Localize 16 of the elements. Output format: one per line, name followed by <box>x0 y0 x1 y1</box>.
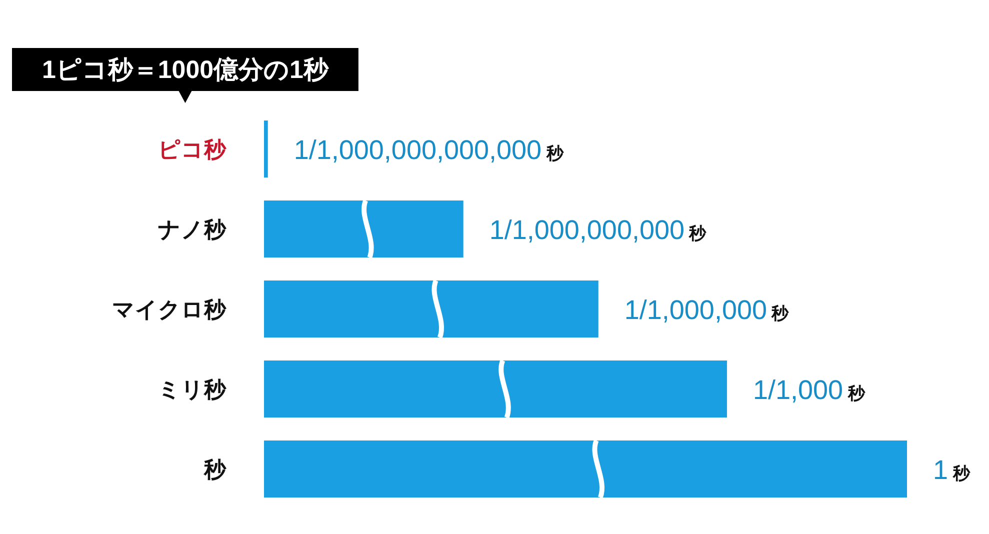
bar <box>264 440 907 498</box>
y-tick-label: ナノ秒 <box>158 217 227 242</box>
bar <box>264 360 727 418</box>
y-tick-label: 秒 <box>203 457 227 482</box>
text: 1ピコ秒＝1000億分の1秒 <box>42 56 330 84</box>
y-tick-label: ミリ秒 <box>158 377 227 402</box>
bar <box>264 120 268 178</box>
text: 1 秒 <box>933 455 971 485</box>
y-tick-label: マイクロ秒 <box>112 297 227 322</box>
annotation: 1/1,000 秒 <box>752 375 866 405</box>
bar <box>264 200 464 258</box>
annotation: 1/1,000,000,000,000 秒 <box>294 135 564 165</box>
annotation: 1/1,000,000,000 秒 <box>489 215 708 245</box>
y-tick-label: ピコ秒 <box>158 137 227 162</box>
annotation: 1/1,000,000 秒 <box>624 295 790 325</box>
bar <box>264 280 598 338</box>
